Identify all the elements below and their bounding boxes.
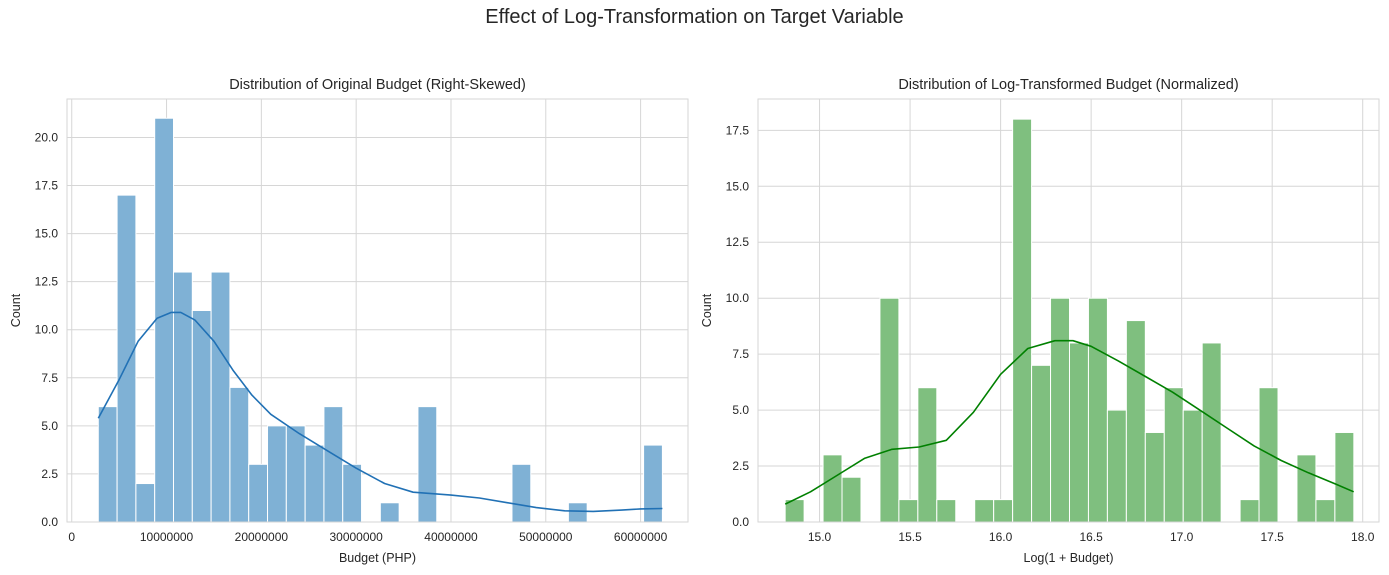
x-axis-label: Budget (PHP) <box>339 551 416 565</box>
x-tick-label: 20000000 <box>235 530 289 544</box>
x-tick-label: 40000000 <box>424 530 478 544</box>
y-tick-label: 0.0 <box>41 515 58 529</box>
histogram-bar <box>229 386 250 523</box>
histogram-bar <box>304 444 325 523</box>
histogram-bar <box>511 463 532 523</box>
histogram-bar <box>285 425 306 523</box>
histogram-bar <box>267 425 287 523</box>
figure-title: Effect of Log-Transformation on Target V… <box>485 6 904 28</box>
x-tick-label: 10000000 <box>140 530 194 544</box>
histogram-bar <box>417 406 438 523</box>
histogram-bar <box>191 310 212 523</box>
chart-title: Distribution of Original Budget (Right-S… <box>229 77 526 93</box>
histogram-bar <box>135 483 156 523</box>
y-tick-label: 2.5 <box>41 467 58 481</box>
y-tick-label: 7.5 <box>41 371 58 385</box>
histogram-bar <box>323 406 344 523</box>
x-tick-label: 30000000 <box>329 530 383 544</box>
x-tick-label: 50000000 <box>519 530 573 544</box>
y-tick-label: 10.0 <box>35 323 59 337</box>
y-tick-label: 12.5 <box>35 275 59 289</box>
plot-frame <box>66 98 689 523</box>
kde-line <box>97 311 663 513</box>
x-tick-label: 0 <box>68 530 75 544</box>
histogram-bar <box>342 463 363 523</box>
y-tick-label: 20.0 <box>35 130 59 144</box>
y-axis-label: Count <box>9 293 23 327</box>
histogram-bar <box>248 463 269 523</box>
histogram-bar <box>567 502 588 523</box>
y-tick-label: 17.5 <box>35 179 59 193</box>
x-tick-label: 60000000 <box>614 530 668 544</box>
histogram-bar <box>379 502 400 523</box>
histogram-bar <box>210 271 231 523</box>
histogram-bar <box>116 194 137 523</box>
histogram-bar <box>643 444 663 523</box>
y-tick-label: 5.0 <box>41 419 58 433</box>
histogram-bar <box>173 271 193 523</box>
histogram-bar <box>154 117 175 523</box>
y-tick-label: 15.0 <box>35 227 59 241</box>
histogram-bar <box>97 406 118 523</box>
